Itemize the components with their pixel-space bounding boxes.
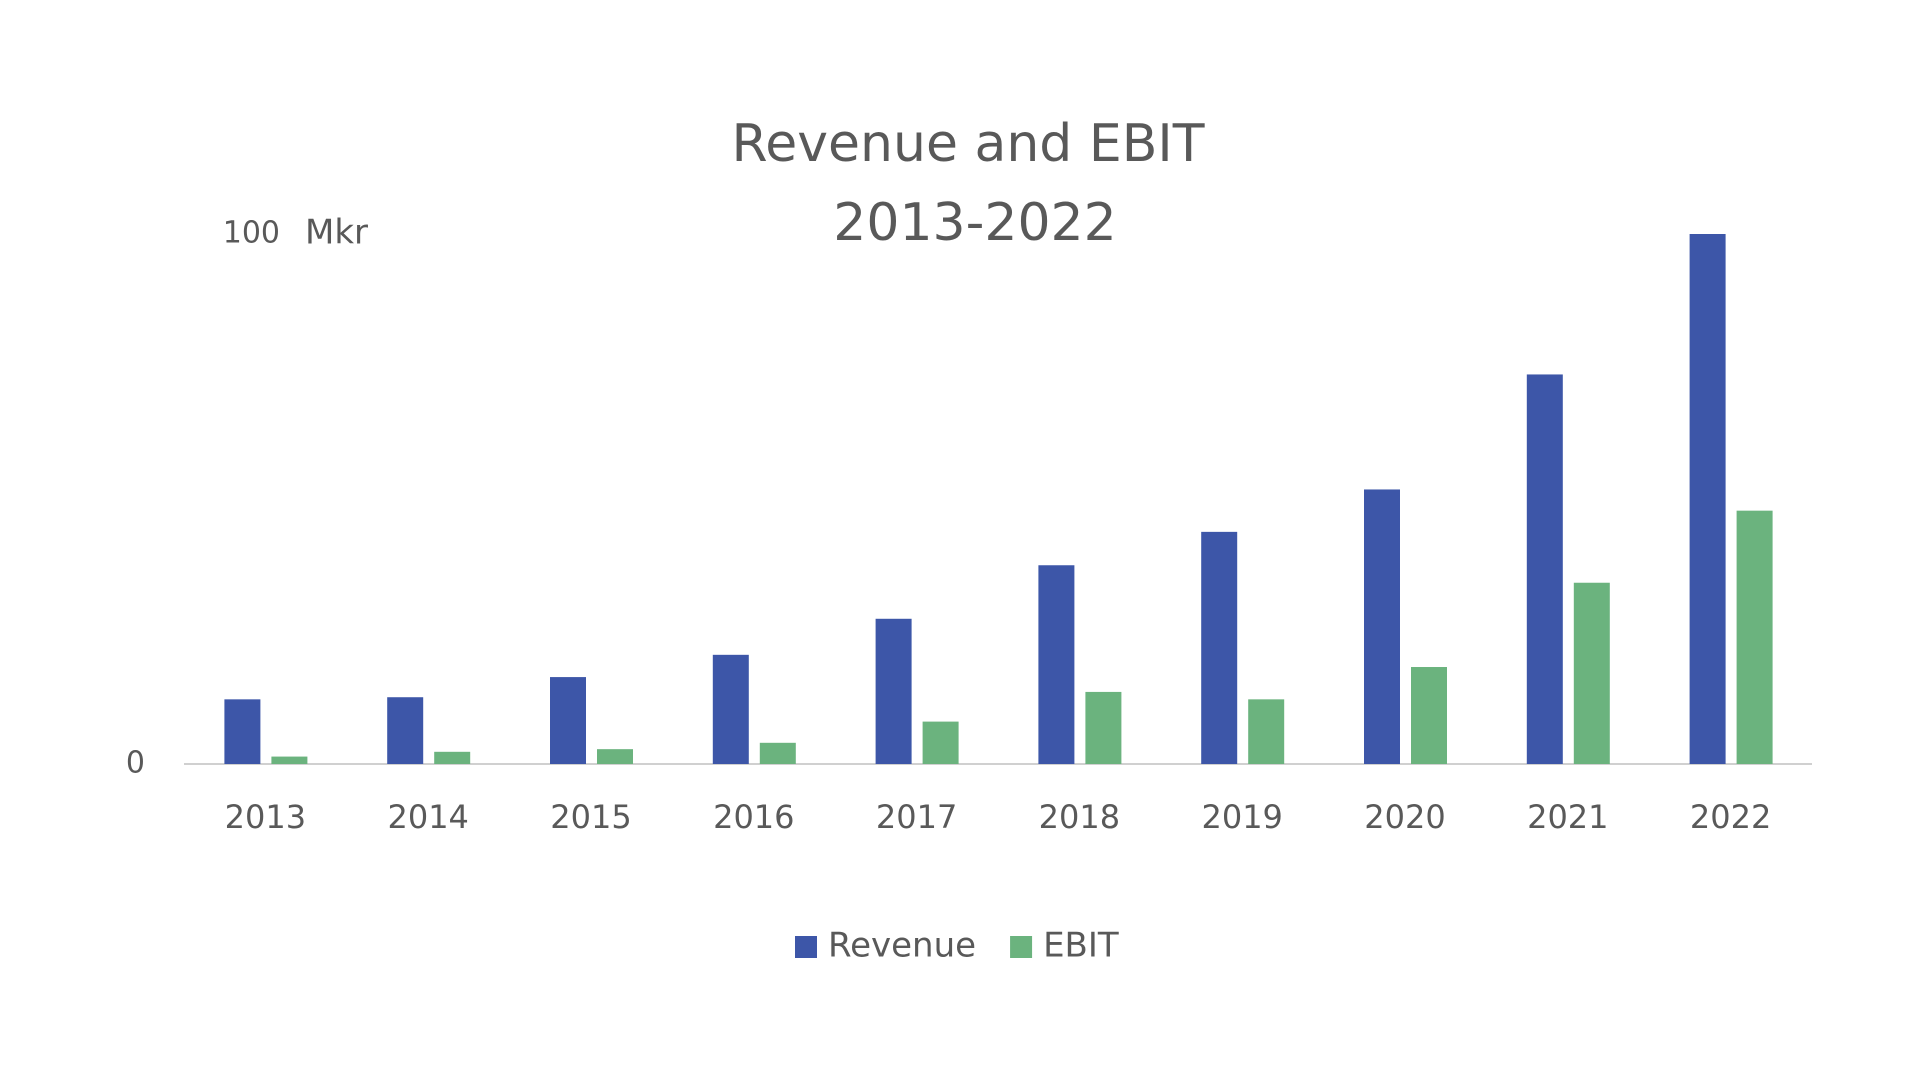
bar bbox=[550, 677, 586, 764]
y-tick-label: 100 bbox=[223, 216, 280, 251]
x-tick-label: 2015 bbox=[550, 798, 631, 836]
x-tick-label: 2022 bbox=[1690, 798, 1771, 836]
bar bbox=[1038, 565, 1075, 764]
chart-title: Revenue and EBIT bbox=[732, 114, 1205, 174]
legend-swatch bbox=[1010, 936, 1033, 958]
legend-label: Revenue bbox=[828, 926, 976, 966]
x-tick-label: 2018 bbox=[1039, 798, 1120, 836]
bar bbox=[1736, 510, 1773, 764]
bar bbox=[1689, 234, 1726, 764]
bar bbox=[1526, 374, 1563, 764]
bar bbox=[875, 618, 912, 764]
bar bbox=[271, 756, 308, 764]
y-axis-label: Mkr bbox=[305, 213, 368, 253]
x-tick-label: 2021 bbox=[1527, 798, 1608, 836]
legend-label: EBIT bbox=[1043, 926, 1119, 966]
bar bbox=[1085, 691, 1122, 764]
legend-swatch bbox=[795, 936, 817, 958]
bar bbox=[922, 721, 959, 764]
bar bbox=[387, 697, 424, 764]
chart-subtitle: 2013-2022 bbox=[833, 193, 1116, 253]
x-tick-label: 2019 bbox=[1201, 798, 1282, 836]
x-tick-label: 2017 bbox=[876, 798, 957, 836]
bar bbox=[1573, 582, 1610, 764]
bar bbox=[434, 751, 471, 764]
x-tick-label: 2014 bbox=[387, 798, 468, 836]
x-tick-label: 2016 bbox=[713, 798, 794, 836]
bar bbox=[712, 654, 749, 764]
y-tick-label: 0 bbox=[126, 746, 145, 781]
bar bbox=[224, 699, 261, 764]
bar bbox=[1364, 489, 1400, 764]
bar bbox=[1248, 699, 1285, 764]
bar bbox=[759, 742, 796, 764]
bar bbox=[1201, 531, 1238, 764]
x-tick-label: 2013 bbox=[225, 798, 306, 836]
bar bbox=[597, 749, 633, 764]
x-tick-label: 2020 bbox=[1364, 798, 1445, 836]
bar bbox=[1411, 667, 1447, 764]
